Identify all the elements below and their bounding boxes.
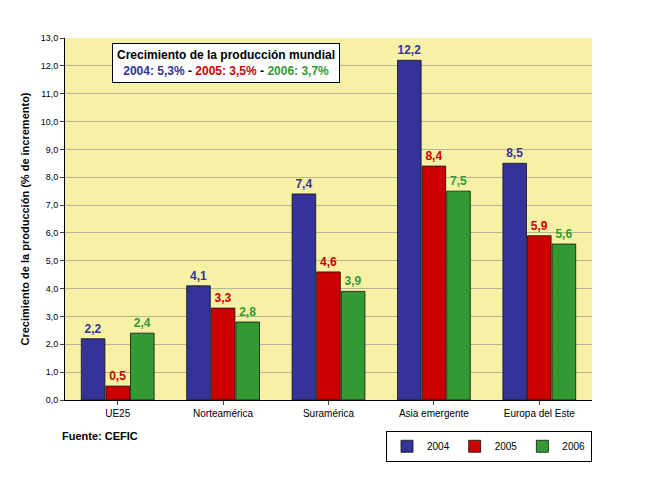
svg-text:12,2: 12,2 xyxy=(398,43,422,57)
svg-text:2,2: 2,2 xyxy=(85,322,102,336)
svg-text:6,0: 6,0 xyxy=(46,228,59,238)
svg-text:2,4: 2,4 xyxy=(134,316,151,330)
svg-text:9,0: 9,0 xyxy=(46,145,59,155)
svg-text:0,0: 0,0 xyxy=(46,395,59,405)
svg-text:8,4: 8,4 xyxy=(425,149,442,163)
svg-text:5,9: 5,9 xyxy=(531,219,548,233)
svg-text:0,5: 0,5 xyxy=(109,369,126,383)
svg-text:3,3: 3,3 xyxy=(215,291,232,305)
svg-text:11,0: 11,0 xyxy=(41,89,58,99)
svg-text:2006: 2006 xyxy=(562,441,585,452)
svg-text:Fuente: CEFIC: Fuente: CEFIC xyxy=(62,430,138,442)
svg-text:4,0: 4,0 xyxy=(46,284,59,294)
svg-text:4,1: 4,1 xyxy=(190,269,207,283)
svg-text:13,0: 13,0 xyxy=(41,33,59,43)
svg-text:5,0: 5,0 xyxy=(46,256,59,266)
svg-text:3,0: 3,0 xyxy=(46,312,59,322)
svg-text:8,5: 8,5 xyxy=(506,146,523,160)
svg-text:UE25: UE25 xyxy=(105,408,130,419)
svg-text:Suramérica: Suramérica xyxy=(303,408,355,419)
svg-text:4,6: 4,6 xyxy=(320,255,337,269)
svg-text:1,0: 1,0 xyxy=(46,367,59,377)
svg-text:7,4: 7,4 xyxy=(295,177,312,191)
svg-text:5,6: 5,6 xyxy=(555,227,572,241)
svg-text:Crecimiento de la producción (: Crecimiento de la producción (% de incre… xyxy=(19,92,31,345)
svg-text:8,0: 8,0 xyxy=(46,172,59,182)
svg-text:3,9: 3,9 xyxy=(345,274,362,288)
svg-text:Norteamérica: Norteamérica xyxy=(193,408,253,419)
svg-text:Asia emergente: Asia emergente xyxy=(399,408,469,419)
svg-text:7,0: 7,0 xyxy=(46,200,59,210)
svg-text:2,8: 2,8 xyxy=(239,305,256,319)
svg-text:2004: 2004 xyxy=(427,441,450,452)
svg-text:10,0: 10,0 xyxy=(41,117,59,127)
svg-text:7,5: 7,5 xyxy=(450,174,467,188)
svg-text:Crecimiento de la producción m: Crecimiento de la producción mundial2004… xyxy=(117,48,335,78)
svg-text:2,0: 2,0 xyxy=(46,339,59,349)
svg-text:2005: 2005 xyxy=(495,441,518,452)
svg-text:Europa del Este: Europa del Este xyxy=(504,408,576,419)
svg-text:12,0: 12,0 xyxy=(41,61,59,71)
